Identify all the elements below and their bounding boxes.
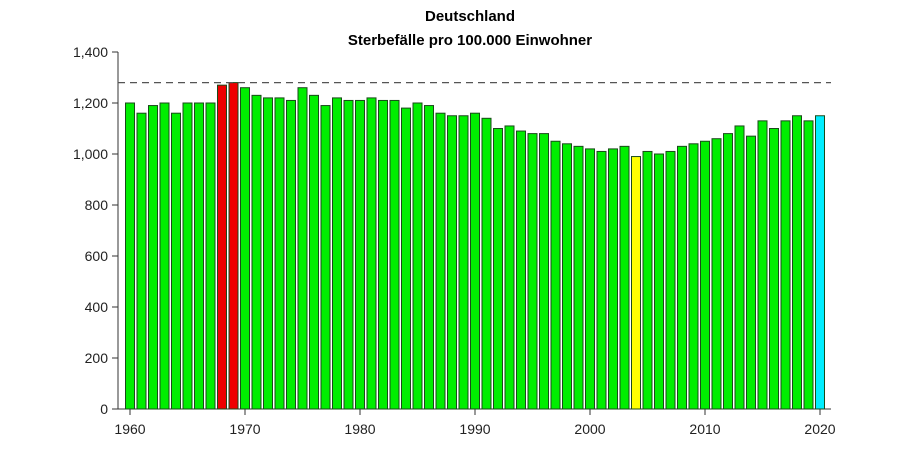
chart-subtitle: Sterbefälle pro 100.000 Einwohner	[348, 32, 592, 49]
y-tick-label: 200	[85, 350, 109, 366]
bar-2015	[757, 120, 768, 410]
bar-2013	[734, 125, 745, 410]
bar-1991	[481, 117, 492, 410]
bar-1964	[171, 112, 181, 410]
bar-2019	[803, 120, 814, 410]
bar-1963	[159, 102, 170, 410]
bar-1973	[274, 97, 285, 410]
bar-1965	[182, 102, 193, 410]
y-tick-label: 1,000	[73, 146, 108, 162]
bar-1994	[516, 130, 526, 410]
bar-2007	[665, 150, 676, 410]
bar-1995	[527, 133, 538, 410]
bar-1983	[389, 99, 400, 410]
bar-2012	[723, 133, 733, 410]
bar-1976	[309, 94, 319, 410]
bar-1999	[573, 145, 584, 410]
bar-1985	[412, 102, 423, 410]
bar-2008	[677, 145, 687, 410]
bar-1960	[125, 102, 135, 410]
x-axis: 1960 1970 1980 1990 2000 2010 2020	[114, 408, 836, 437]
bar-1962	[148, 105, 158, 410]
x-tick-label: 2020	[804, 421, 835, 437]
x-tick-label: 2000	[574, 421, 605, 437]
bar-1990	[470, 112, 480, 410]
bar-1975	[297, 87, 308, 410]
bar-2017	[780, 120, 791, 410]
bar-1996	[539, 133, 549, 410]
y-tick-label: 600	[85, 248, 109, 264]
x-tick-label: 1980	[344, 421, 375, 437]
bar-2010	[700, 140, 710, 410]
y-tick-label: 400	[85, 299, 109, 315]
y-tick-label: 1,200	[73, 95, 108, 111]
bar-1966	[194, 102, 204, 410]
bar-2006	[654, 153, 664, 410]
x-tick-label: 2010	[689, 421, 720, 437]
bar-1968	[217, 84, 227, 410]
bar-1987	[435, 112, 446, 410]
y-axis: 0 200 400 600 800 1,000 1,200 1,400	[73, 44, 119, 417]
bar-1970	[240, 87, 250, 410]
bar-2004	[631, 156, 641, 410]
bar-1989	[458, 115, 469, 410]
bar-1986	[424, 105, 434, 410]
bar-2003	[619, 145, 630, 410]
bar-1984	[401, 107, 411, 410]
bar-2020	[815, 115, 825, 410]
x-tick-label: 1970	[229, 421, 260, 437]
y-tick-label: 800	[85, 197, 109, 213]
bar-2009	[688, 143, 699, 410]
bar-1961	[136, 112, 147, 410]
bar-2018	[792, 115, 802, 410]
y-tick-label: 1,400	[73, 44, 108, 60]
bar-1971	[251, 94, 262, 410]
bar-1992	[493, 128, 503, 410]
bar-1981	[366, 97, 377, 410]
bar-1998	[562, 143, 572, 410]
y-tick-label: 0	[100, 401, 108, 417]
bar-1993	[504, 125, 515, 410]
bar-1988	[447, 115, 457, 410]
bar-2002	[608, 148, 618, 410]
bar-1972	[263, 97, 273, 410]
bar-1977	[320, 105, 331, 410]
bar-2016	[769, 128, 779, 410]
bar-1969	[228, 82, 239, 410]
bars	[125, 82, 825, 410]
bar-1974	[286, 99, 296, 410]
bar-2011	[711, 138, 722, 410]
x-tick-label: 1990	[459, 421, 490, 437]
bar-2001	[596, 150, 607, 410]
bar-1978	[332, 97, 342, 410]
x-tick-label: 1960	[114, 421, 145, 437]
bar-1967	[205, 102, 216, 410]
bar-1982	[378, 99, 388, 410]
bar-1979	[343, 99, 354, 410]
bar-2014	[746, 135, 756, 410]
bar-1980	[355, 99, 365, 410]
bar-2000	[585, 148, 595, 410]
chart-title: Deutschland	[425, 8, 515, 25]
bar-2005	[642, 150, 653, 410]
bar-1997	[550, 140, 561, 410]
